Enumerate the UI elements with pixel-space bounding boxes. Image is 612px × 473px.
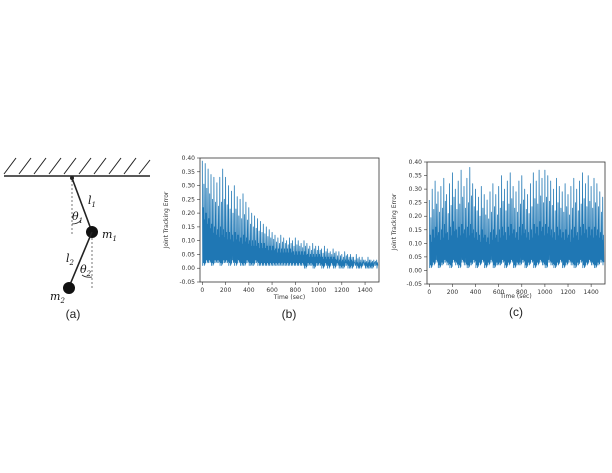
x-tick-label: 1400 [357,287,372,294]
y-tick-label: 0.20 [409,213,423,220]
y-tick-label: 0.00 [182,265,196,272]
chart-c: -0.05 0.00 0.05 0.10 0.15 0.20 0.25 0.30 0.35 0.4… [391,159,606,319]
chart-b-x-ticks: 0 200 400 600 800 1000 1200 1400 [200,282,373,294]
angle-arc-2 [81,274,93,278]
y-tick-label: 0.30 [182,183,196,190]
chart-c-y-label: Joint Tracking Error [391,193,398,251]
y-tick-label: 0.35 [409,173,423,180]
y-tick-label: 0.15 [409,227,423,234]
label-theta1: θ1 [72,210,83,225]
chart-b-y-ticks: -0.05 0.00 0.05 0.10 0.15 0.20 0.25 0.30 0.35 0.4… [179,155,200,286]
x-tick-label: 0 [427,289,431,296]
chart-c-y-ticks: -0.05 0.00 0.05 0.10 0.15 0.20 0.25 0.30 0.35 0.4… [406,159,427,288]
label-l1: l1 [88,194,96,209]
x-tick-label: 400 [470,289,482,296]
y-tick-label: -0.05 [179,279,195,286]
y-tick-label: 0.05 [409,254,423,261]
caption-c: (c) [509,305,523,319]
y-tick-label: 0.05 [182,251,196,258]
y-tick-label: -0.05 [406,281,422,288]
y-tick-label: 0.25 [182,196,196,203]
y-tick-label: 0.15 [182,224,196,231]
caption-a: (a) [66,307,81,321]
y-tick-label: 0.40 [409,159,423,166]
label-m2: m2 [50,290,65,305]
y-tick-label: 0.30 [409,186,423,193]
y-tick-label: 0.10 [409,240,423,247]
series-line [201,160,379,269]
x-tick-label: 0 [200,287,204,294]
y-tick-label: 0.10 [182,238,196,245]
label-m1: m1 [102,228,117,243]
x-tick-label: 600 [266,287,278,294]
y-tick-label: 0.00 [409,267,423,274]
y-tick-label: 0.35 [182,169,196,176]
chart-b-x-label: Time (sec) [273,294,305,301]
chart-c-x-ticks: 0 200 400 600 800 1000 1200 1400 [427,284,599,296]
chart-b-y-label: Joint Tracking Error [163,191,170,249]
label-theta2: θ2 [80,263,92,278]
x-tick-label: 200 [220,287,232,294]
x-tick-label: 400 [243,287,255,294]
x-tick-label: 1200 [334,287,349,294]
y-tick-label: 0.40 [182,155,196,162]
angle-arc-1 [71,219,82,225]
y-tick-label: 0.20 [182,210,196,217]
chart-b: -0.05 0.00 0.05 0.10 0.15 0.20 0.25 0.30 0.35 0.4… [163,155,380,321]
y-tick-label: 0.25 [409,200,423,207]
chart-b-frame [199,157,380,283]
series-line [428,167,605,269]
chart-c-frame [426,161,606,285]
chart-b-series [201,160,379,269]
x-tick-label: 1000 [537,289,552,296]
chart-c-x-label: Time (sec) [499,293,531,300]
x-tick-label: 200 [447,289,459,296]
x-tick-label: 800 [290,287,302,294]
rod-1 [71,177,93,233]
pendulum-diagram: l1 θ1 m1 l2 θ2 m2 (a) [3,157,151,321]
x-tick-label: 1000 [311,287,326,294]
chart-c-series [428,167,605,269]
caption-b: (b) [282,307,297,321]
ceiling-hatching [3,157,151,175]
mass-2 [63,282,75,294]
x-tick-label: 800 [516,289,528,296]
label-l2: l2 [66,252,75,267]
x-tick-label: 1400 [583,289,598,296]
x-tick-label: 1200 [560,289,575,296]
x-tick-label: 600 [493,289,505,296]
rod-2 [68,231,93,288]
